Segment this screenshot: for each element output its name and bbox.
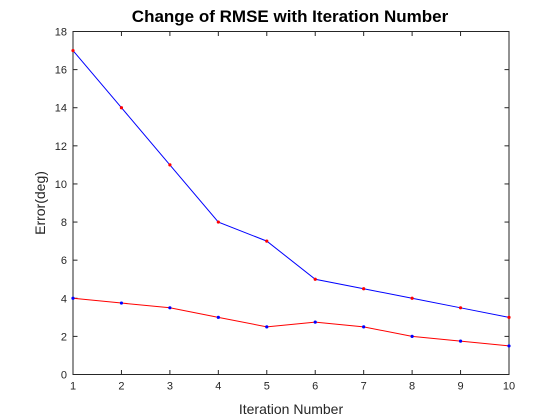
x-axis-label: Iteration Number bbox=[239, 401, 344, 417]
y-axis-label: Error(deg) bbox=[32, 171, 48, 235]
series-1-point bbox=[71, 48, 75, 53]
series-2-point bbox=[458, 339, 463, 343]
x-tick-label: 3 bbox=[167, 381, 173, 393]
x-tick-label: 6 bbox=[312, 381, 318, 393]
x-tick-label: 10 bbox=[503, 381, 515, 393]
series-1-point bbox=[362, 287, 366, 291]
series-2-point bbox=[265, 325, 269, 329]
series-2-point bbox=[313, 320, 317, 324]
x-tick-label: 1 bbox=[70, 381, 76, 393]
series-1 bbox=[71, 48, 511, 319]
series-layer bbox=[71, 48, 511, 348]
series-1-point bbox=[458, 306, 463, 310]
series-2-point bbox=[71, 296, 75, 300]
y-tick-label: 10 bbox=[55, 179, 67, 191]
series-1-line bbox=[72, 50, 510, 318]
series-2-point bbox=[507, 344, 511, 348]
series-1-point bbox=[119, 106, 124, 110]
y-tick-label: 18 bbox=[55, 27, 67, 39]
y-tick-label: 4 bbox=[61, 293, 67, 305]
x-tick-label: 5 bbox=[264, 381, 270, 393]
chart-title: Change of RMSE with Iteration Number bbox=[132, 7, 449, 26]
y-tick-label: 0 bbox=[61, 370, 67, 382]
x-tick-label: 2 bbox=[118, 381, 124, 393]
series-1-point bbox=[265, 239, 269, 243]
series-1-point bbox=[168, 163, 172, 167]
y-tick-label: 14 bbox=[55, 103, 67, 115]
axes-box bbox=[72, 31, 510, 375]
y-tick-label: 2 bbox=[61, 331, 67, 343]
series-2-point bbox=[168, 306, 172, 310]
x-tick-label: 9 bbox=[457, 381, 463, 393]
y-tick-label: 12 bbox=[55, 141, 67, 153]
series-2-point bbox=[362, 325, 366, 329]
y-tick-label: 8 bbox=[61, 217, 67, 229]
y-tick-label: 6 bbox=[61, 255, 67, 267]
series-1-point bbox=[410, 296, 414, 300]
series-1-point bbox=[216, 220, 220, 224]
series-2-point bbox=[410, 334, 414, 338]
x-tick-label: 4 bbox=[215, 381, 221, 393]
plot-area bbox=[72, 31, 510, 375]
series-2-line bbox=[72, 297, 510, 347]
x-tick-label: 8 bbox=[409, 381, 415, 393]
series-2 bbox=[71, 296, 511, 348]
x-tick-label: 7 bbox=[361, 381, 367, 393]
series-1-point bbox=[507, 315, 511, 319]
series-2-point bbox=[216, 315, 220, 319]
series-2-point bbox=[119, 301, 124, 305]
y-tick-label: 16 bbox=[55, 65, 67, 77]
series-1-point bbox=[313, 277, 317, 281]
